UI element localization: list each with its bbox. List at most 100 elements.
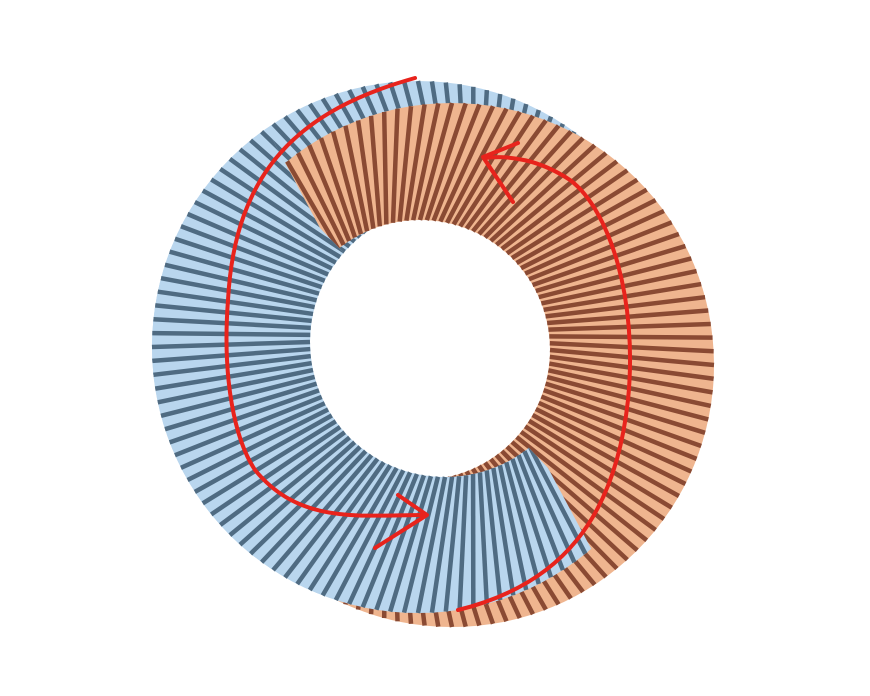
ring-stripe xyxy=(443,476,462,612)
ring-stripe xyxy=(516,454,565,571)
ring-stripe xyxy=(542,388,702,449)
ring-stripe xyxy=(484,470,503,601)
orange-direction-arrow xyxy=(456,155,633,612)
ring-stripe xyxy=(153,316,311,331)
ring-stripe xyxy=(169,249,320,296)
ring-stripe xyxy=(535,243,687,294)
ring-stripe xyxy=(368,115,383,227)
ring-stripe xyxy=(494,151,608,247)
ring-stripe xyxy=(155,303,312,324)
ring-stripe xyxy=(451,110,522,226)
ring-stripe xyxy=(152,346,311,364)
ring-stripe xyxy=(457,475,469,610)
ring-stripe xyxy=(164,262,318,303)
ring-stripe xyxy=(318,137,358,239)
ring-stripe xyxy=(307,464,392,592)
ring-stripe xyxy=(320,466,399,597)
ring-stripe xyxy=(527,418,673,510)
ring-stripe xyxy=(471,124,561,233)
ring-stripe xyxy=(260,449,368,564)
ring-stripe xyxy=(210,177,342,259)
ring-stripe xyxy=(540,394,698,461)
ring-stripe xyxy=(510,458,554,579)
ring-stripe xyxy=(477,130,573,236)
ring-stripe xyxy=(531,231,680,288)
ring-stripe xyxy=(238,440,357,547)
ring-stripe xyxy=(193,200,333,271)
ring-stripe xyxy=(330,130,364,235)
ring-stripe xyxy=(295,152,346,246)
ring-stripe xyxy=(543,281,702,313)
ring-stripe xyxy=(333,469,406,602)
ring-stripe xyxy=(210,425,342,517)
ring-stripe xyxy=(504,461,541,585)
ring-stripe xyxy=(219,167,346,254)
ring-stripe xyxy=(249,445,362,556)
ring-stripe xyxy=(157,289,314,317)
ring-stripe xyxy=(410,102,441,221)
ring-stripe xyxy=(431,103,482,222)
ring-stripe xyxy=(151,339,311,350)
ring-stripe xyxy=(180,224,326,283)
ring-stripe xyxy=(168,388,320,445)
ring-stripe xyxy=(201,419,337,506)
ring-stripe xyxy=(528,220,673,282)
ring-stripe xyxy=(160,275,316,310)
ring-stripe xyxy=(464,119,548,230)
ring-stripe xyxy=(489,143,597,243)
ring-stripe xyxy=(505,168,629,256)
ring-stripe xyxy=(390,108,400,223)
ring-stripe xyxy=(218,430,347,527)
ring-stripe xyxy=(458,114,535,228)
ring-stripe xyxy=(404,104,427,222)
ring-stripe xyxy=(500,159,619,251)
ring-stripe xyxy=(537,400,693,474)
ring-stripe xyxy=(381,111,389,225)
ring-stripe xyxy=(524,208,665,276)
ring-stripe xyxy=(228,435,351,537)
ring-stripe xyxy=(160,374,316,419)
ring-stripe xyxy=(152,330,311,338)
ring-stripe xyxy=(527,445,588,555)
ring-stripe xyxy=(307,144,352,242)
blue-direction-arrow xyxy=(224,76,427,518)
ring-stripe xyxy=(483,136,585,239)
ring-stripe xyxy=(438,105,496,223)
ring-stripe xyxy=(477,472,490,605)
ring-stripe xyxy=(397,106,414,222)
ring-stripe xyxy=(540,268,698,306)
ring-stripe xyxy=(497,464,529,591)
ring-stripe xyxy=(519,429,657,532)
ring-stripe xyxy=(424,102,468,221)
ring-stripe xyxy=(429,476,455,613)
ring-stripe xyxy=(515,435,649,543)
ring-stripe xyxy=(154,360,313,391)
arrow-head xyxy=(481,141,520,204)
ring-stripe xyxy=(522,450,577,564)
ring-stripe xyxy=(283,457,380,579)
ring-stripe xyxy=(355,120,376,229)
arrow-head xyxy=(373,493,429,550)
ring-stripe xyxy=(153,353,312,378)
ring-stripe xyxy=(201,188,337,265)
ring-stripe xyxy=(523,424,666,521)
ring-stripe xyxy=(515,187,648,265)
ring-stripe xyxy=(415,476,448,614)
ring-stripe xyxy=(164,381,318,432)
ring-stripe xyxy=(186,211,329,277)
ring-stripe xyxy=(174,236,323,290)
ring-stripe xyxy=(193,413,333,494)
ring-stripe xyxy=(534,407,687,486)
ring-stripe xyxy=(374,474,427,611)
ring-stripe xyxy=(538,256,692,300)
ring-stripe xyxy=(388,475,434,613)
ring-stripe xyxy=(157,367,314,405)
ring-stripe xyxy=(295,460,386,586)
ring-stripe xyxy=(520,198,657,271)
ring-stripe xyxy=(285,160,341,251)
ring-stripe xyxy=(180,401,326,470)
ring-stripe xyxy=(174,394,323,458)
ring-stripe xyxy=(491,467,516,596)
